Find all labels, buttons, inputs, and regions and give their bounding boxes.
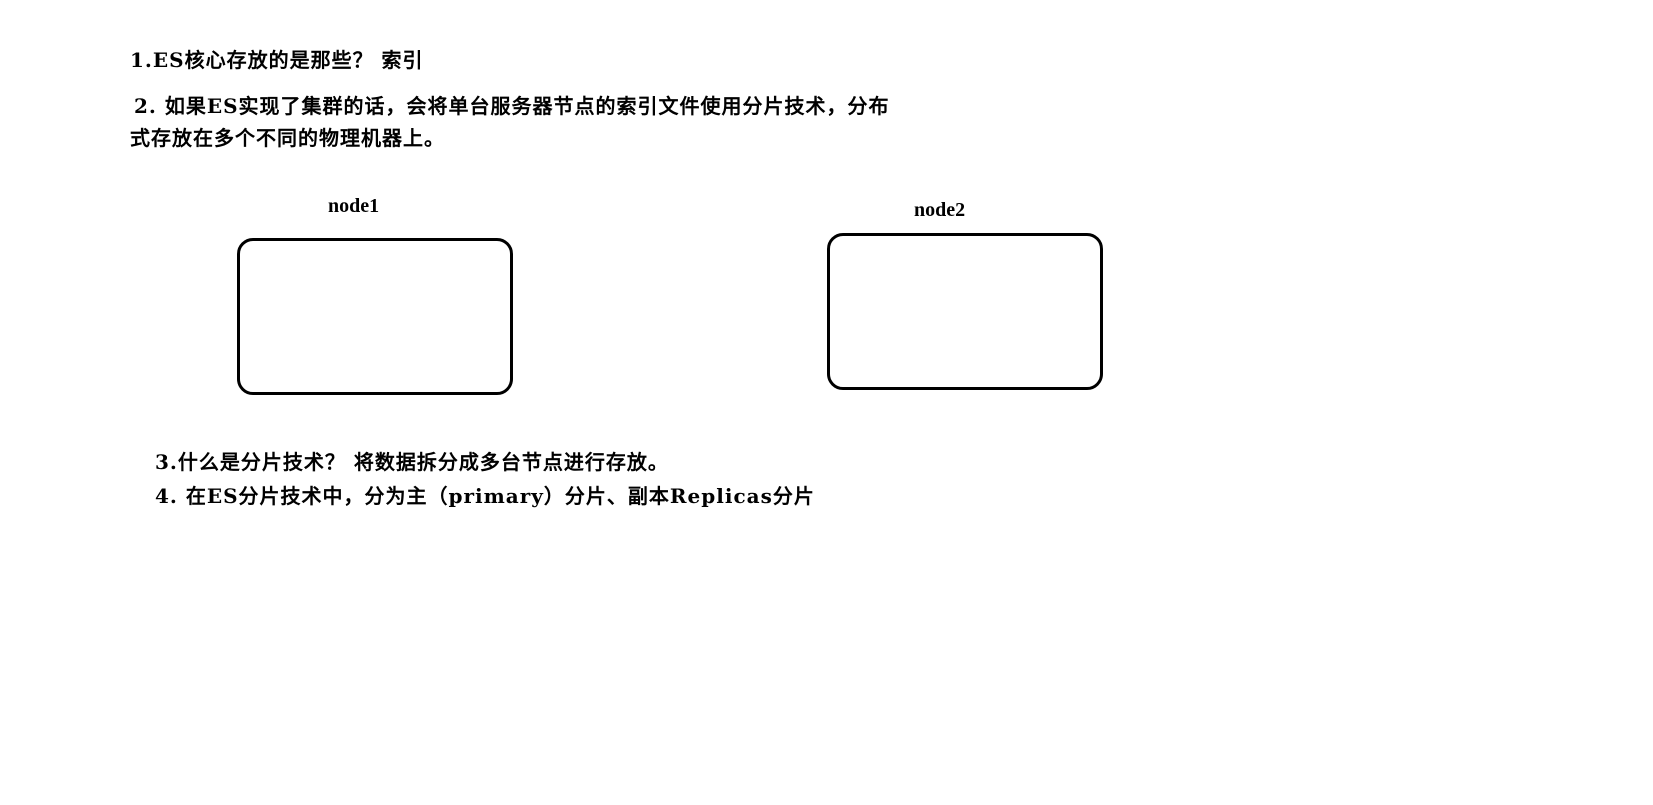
note-line-1: 1.ES核心存放的是那些？ 索引 [130, 48, 424, 72]
note-line-4: 4. 在ES分片技术中，分为主（primary）分片、副本Replicas分片 [155, 484, 815, 508]
node1-label: node1 [328, 195, 380, 217]
node1-box [237, 238, 513, 395]
note-line-2-part-1: 2. 如果ES实现了集群的话，会将单台服务器节点的索引文件使用分片技术，分布 [134, 94, 890, 118]
note-line-2-part-2: 式存放在多个不同的物理机器上。 [130, 126, 445, 150]
note-line-3: 3.什么是分片技术？ 将数据拆分成多台节点进行存放。 [155, 450, 669, 474]
node2-label: node2 [914, 199, 966, 221]
node2-box [827, 233, 1103, 390]
